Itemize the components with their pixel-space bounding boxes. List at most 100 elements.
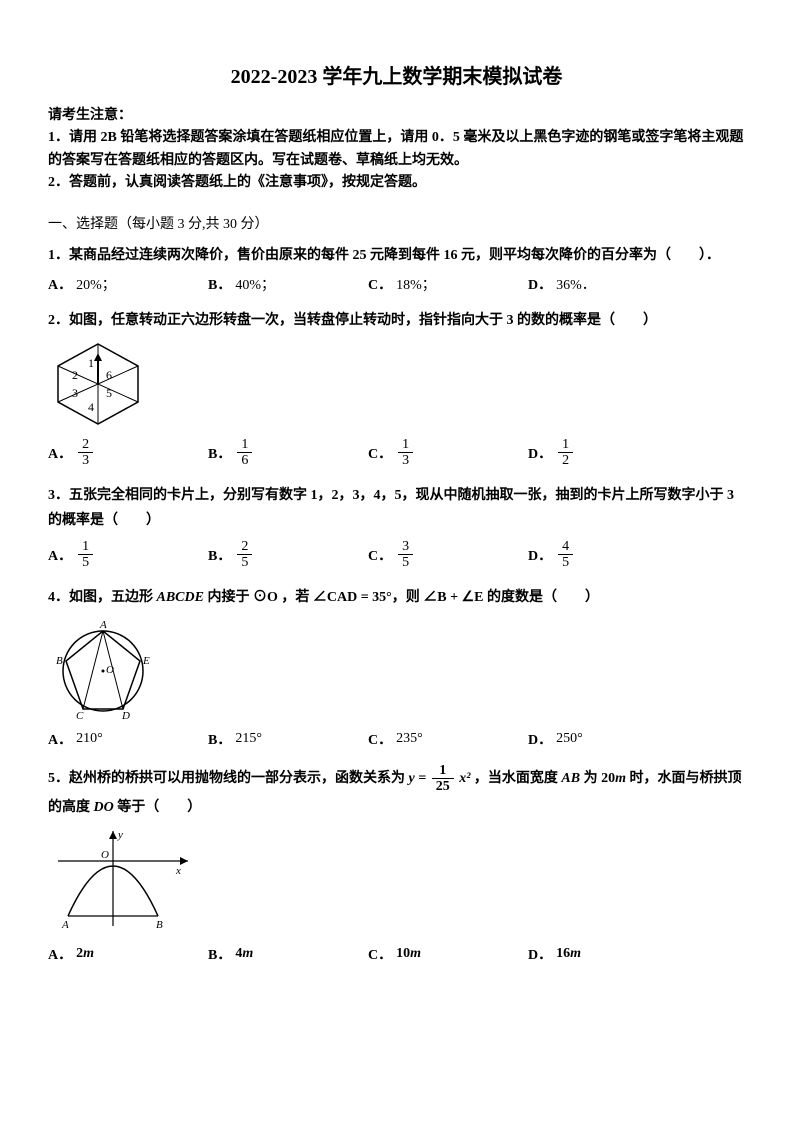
opt-label-d: D． [528, 545, 552, 565]
q5-fx2: x² [456, 771, 471, 786]
q4-angle2: ∠B + ∠E [423, 590, 483, 605]
q5-opt-b: B．4m [208, 944, 368, 964]
q1-d-val: 36%． [556, 274, 596, 294]
q2-opt-a: A． 23 [48, 437, 208, 469]
q3-opt-a: A． 15 [48, 539, 208, 571]
q5-c-v: 10 [396, 946, 410, 962]
q4-opt-c: C．235° [368, 729, 528, 749]
q4-text: 4．如图，五边形 ABCDE 内接于 ⊙O ，若 ∠CAD = 35°，则 ∠B… [48, 585, 745, 610]
q4-opt-a: A．210° [48, 729, 208, 749]
q1-opt-a: A．20%； [48, 274, 208, 294]
q5-options: A．2m B．4m C．10m D．16m [48, 944, 745, 964]
opt-label-d: D． [528, 274, 552, 294]
q5-lbl-b: B [156, 919, 163, 931]
q5-b-v: 4 [235, 946, 242, 962]
q3-opt-b: B． 25 [208, 539, 368, 571]
q4-lbl-b: B [56, 655, 63, 667]
opt-label-c: C． [368, 729, 392, 749]
hexagon-spinner-icon: 1 2 3 4 5 6 [48, 339, 148, 429]
q4-lbl-o: O [106, 664, 114, 676]
q5-ab: AB [561, 771, 580, 786]
hex-label-6: 6 [106, 368, 112, 382]
q5-m1: m [615, 771, 626, 786]
hex-label-3: 3 [72, 386, 78, 400]
q5-a-u: m [83, 946, 94, 962]
q5-d-v: 16 [556, 946, 570, 962]
q4-lbl-c: C [76, 710, 84, 721]
q5-opt-a: A．2m [48, 944, 208, 964]
q3-options: A． 15 B． 25 C． 35 D． 45 [48, 539, 745, 571]
circle-pentagon-icon: A B C D E O [48, 616, 158, 721]
q4-figure: A B C D E O [48, 616, 745, 721]
q5-lbl-a: A [61, 919, 69, 931]
q4-lbl-a: A [99, 619, 107, 631]
opt-label-b: B． [208, 729, 231, 749]
q1-opt-c: C．18%； [368, 274, 528, 294]
q4-a-val: 210° [76, 731, 103, 747]
q5-figure: x y O A B [48, 826, 745, 936]
q2-d-frac: 12 [558, 437, 573, 469]
opt-label-b: B． [208, 545, 231, 565]
opt-label-a: A． [48, 944, 72, 964]
q4-t2: 内接于 ⊙O ，若 [204, 590, 313, 605]
q3-d-frac: 45 [558, 539, 573, 571]
q5-c-u: m [410, 946, 421, 962]
opt-label-c: C． [368, 944, 392, 964]
q3-a-frac: 15 [78, 539, 93, 571]
q5-t2: ，当水面宽度 [470, 771, 561, 786]
opt-label-d: D． [528, 443, 552, 463]
hex-label-5: 5 [106, 386, 112, 400]
parabola-bridge-icon: x y O A B [48, 826, 198, 936]
q3-opt-d: D． 45 [528, 539, 688, 571]
q5-lbl-x: x [175, 865, 181, 877]
q2-b-frac: 16 [237, 437, 252, 469]
opt-label-a: A． [48, 443, 72, 463]
q3-text: 3．五张完全相同的卡片上，分别写有数字 1，2，3，4，5，现从中随机抽取一张，… [48, 483, 745, 533]
q5-b-u: m [242, 946, 253, 962]
q1-options: A．20%； B．40%； C．18%； D．36%． [48, 274, 745, 294]
q4-c-val: 235° [396, 731, 423, 747]
q4-lbl-e: E [142, 655, 150, 667]
q5-lbl-o: O [101, 849, 109, 861]
instructions-head: 请考生注意： [48, 105, 745, 127]
opt-label-b: B． [208, 274, 231, 294]
q2-opt-b: B． 16 [208, 437, 368, 469]
opt-label-c: C． [368, 274, 392, 294]
q4-angle1: ∠CAD = 35° [313, 590, 392, 605]
q5-fy: y = [409, 771, 430, 786]
opt-label-a: A． [48, 729, 72, 749]
opt-label-d: D． [528, 944, 552, 964]
q1-opt-b: B．40%； [208, 274, 368, 294]
q2-figure: 1 2 3 4 5 6 [48, 339, 745, 429]
hex-label-4: 4 [88, 400, 94, 414]
q3-c-frac: 35 [398, 539, 413, 571]
q1-opt-d: D．36%． [528, 274, 688, 294]
q2-c-frac: 13 [398, 437, 413, 469]
q4-d-val: 250° [556, 731, 583, 747]
opt-label-a: A． [48, 545, 72, 565]
opt-label-c: C． [368, 545, 392, 565]
q5-frac: 125 [432, 763, 454, 795]
q3-b-frac: 25 [237, 539, 252, 571]
q5-t3: 为 20 [580, 771, 615, 786]
q4-t3: ，则 [392, 590, 424, 605]
q1-text: 1．某商品经过连续两次降价，售价由原来的每件 25 元降到每件 16 元，则平均… [48, 243, 745, 268]
instructions-block: 请考生注意： 1．请用 2B 铅笔将选择题答案涂填在答题纸相应位置上，请用 0．… [48, 105, 745, 195]
q5-opt-d: D．16m [528, 944, 688, 964]
q2-a-frac: 23 [78, 437, 93, 469]
q4-b-val: 215° [235, 731, 262, 747]
q4-shape: ABCDE [157, 590, 204, 605]
hex-label-1: 1 [88, 356, 94, 370]
q1-c-val: 18%； [396, 274, 436, 294]
q2-opt-c: C．13 [368, 437, 528, 469]
q1-b-val: 40%； [235, 274, 275, 294]
q4-t1: 4．如图，五边形 [48, 590, 157, 605]
q5-lbl-y: y [117, 829, 123, 841]
q3-opt-c: C． 35 [368, 539, 528, 571]
q5-do: DO [94, 800, 114, 815]
q2-options: A． 23 B． 16 C．13 D． 12 [48, 437, 745, 469]
opt-label-b: B． [208, 443, 231, 463]
instructions-line2: 2．答题前，认真阅读答题纸上的《注意事项》，按规定答题。 [48, 172, 745, 194]
q5-text: 5．赵州桥的桥拱可以用抛物线的一部分表示，函数关系为 y = 125 x² ，当… [48, 763, 745, 820]
q2-opt-d: D． 12 [528, 437, 688, 469]
